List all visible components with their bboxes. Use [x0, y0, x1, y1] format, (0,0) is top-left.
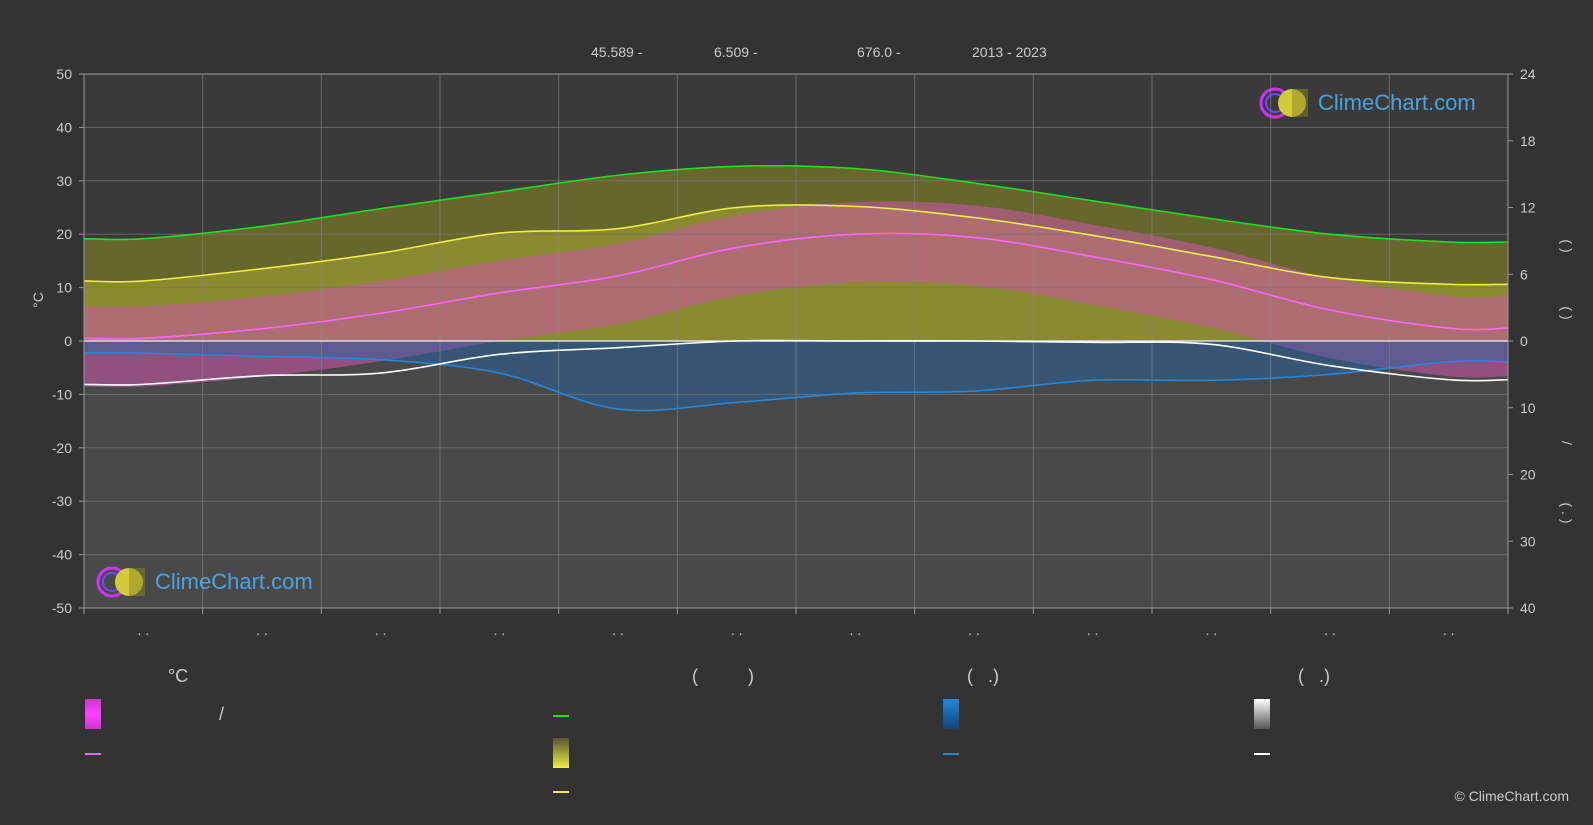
sunshine-line	[83, 204, 1509, 286]
snow-line	[83, 339, 1509, 386]
y-right-axis-label-top: ( )	[1559, 239, 1575, 252]
legend-snow-line-swatch	[1254, 753, 1270, 755]
y-right-tick-label: 40	[1520, 600, 1536, 616]
legend-col4-title: ( .)	[1298, 666, 1330, 686]
legend-col3-title: ( .)	[967, 666, 999, 686]
y-left-tick-label: 0	[64, 333, 72, 349]
y-left-tick-label: -40	[52, 547, 72, 563]
y-left-tick-label: 10	[56, 280, 72, 296]
temp_max-line	[83, 232, 1509, 340]
axes: 50 40 30 20 10 0 -10 -20 -30 -40 -50 24 18 12 6 0 10 20 30…	[30, 66, 1575, 638]
daylight-line	[83, 165, 1509, 244]
logo-text: ClimeChart.com	[1318, 90, 1476, 115]
y-right-tick-label: 24	[1520, 66, 1536, 82]
legend-sunshine-swatch	[553, 738, 569, 768]
header-elevation: 676.0 -	[857, 44, 901, 60]
copyright: © ClimeChart.com	[1454, 788, 1569, 804]
x-tick-label: . .	[137, 622, 149, 638]
y-left-axis-label: °C	[30, 292, 46, 308]
rain-line	[83, 351, 1509, 412]
legend-sunshine-line-swatch	[553, 791, 569, 793]
y-left-tick-label: -30	[52, 493, 72, 509]
x-tick-label: . .	[612, 622, 624, 638]
x-tick-label: . .	[968, 622, 980, 638]
legend-temp-range-swatch	[85, 699, 101, 729]
y-right-axis-label-slash: /	[1559, 441, 1575, 445]
y-left-tick-label: -20	[52, 440, 72, 456]
y-right-tick-label: 10	[1520, 400, 1536, 416]
legend-rain-line-swatch	[943, 753, 959, 755]
legend-col2-title: ( )	[692, 666, 754, 686]
x-tick-label: . .	[1324, 622, 1336, 638]
y-right-tick-label: 6	[1520, 266, 1528, 282]
header-latitude: 45.589 -	[591, 44, 643, 60]
x-tick-label: . .	[731, 622, 743, 638]
legend-snow-swatch	[1254, 699, 1270, 729]
logo-icon	[1259, 87, 1308, 119]
legend-temp-range-sep: /	[219, 704, 225, 724]
x-tick-label: . .	[849, 622, 861, 638]
logo-bottom[interactable]: ClimeChart.com	[95, 565, 313, 599]
y-right-tick-label: 18	[1520, 133, 1536, 149]
logo-text: ClimeChart.com	[155, 569, 313, 594]
header-years: 2013 - 2023	[972, 44, 1047, 60]
x-tick-label: . .	[256, 622, 268, 638]
x-tick-label: . .	[493, 622, 505, 638]
legend-temp-max-swatch	[85, 753, 101, 755]
y-left-tick-label: 30	[56, 173, 72, 189]
y-right-axis-label-mid: ( )	[1559, 306, 1575, 319]
x-tick-label: . .	[1443, 622, 1455, 638]
logo-icon	[96, 566, 145, 598]
x-tick-label: . .	[1087, 622, 1099, 638]
y-left-tick-label: -50	[52, 600, 72, 616]
x-tick-label: . .	[375, 622, 387, 638]
header-longitude: 6.509 -	[714, 44, 758, 60]
y-right-tick-label: 20	[1520, 467, 1536, 483]
legend-rain-swatch	[943, 699, 959, 729]
logo-top[interactable]: ClimeChart.com	[1258, 86, 1476, 120]
y-left-tick-label: -10	[52, 386, 72, 402]
legend-col1-title: °C	[168, 666, 189, 686]
y-right-tick-label: 30	[1520, 533, 1536, 549]
y-left-tick-label: 20	[56, 226, 72, 242]
y-right-tick-label: 0	[1520, 333, 1528, 349]
y-left-tick-label: 40	[56, 119, 72, 135]
y-right-axis-label-bottom: ( . )	[1559, 503, 1575, 524]
series-layer	[83, 165, 1509, 412]
legend-daylight-swatch	[553, 715, 569, 717]
x-tick-label: . .	[1205, 622, 1217, 638]
y-left-tick-label: 50	[56, 66, 72, 82]
y-right-tick-label: 12	[1520, 200, 1536, 216]
